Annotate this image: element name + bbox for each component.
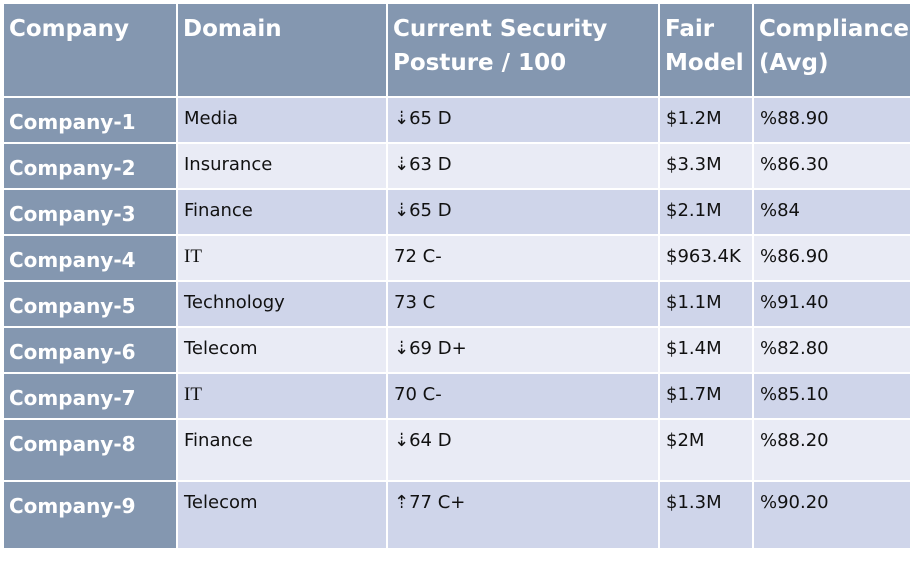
- header-compliance: Compliance (Avg): [754, 4, 910, 96]
- posture-cell: ⇡77 C+: [388, 482, 658, 548]
- company-name: Company-7: [4, 374, 176, 418]
- fair-model-cell: $963.4K: [660, 236, 752, 280]
- compliance-cell: %82.80: [754, 328, 910, 372]
- compliance-cell: %85.10: [754, 374, 910, 418]
- posture-cell: ⇣65 D: [388, 98, 658, 142]
- table-row: Company-4 IT 72 C- $963.4K %86.90: [4, 236, 910, 280]
- domain-cell: Finance: [178, 190, 386, 234]
- header-security-posture: Current Security Posture / 100: [388, 4, 658, 96]
- fair-model-cell: $3.3M: [660, 144, 752, 188]
- compliance-cell: %86.90: [754, 236, 910, 280]
- company-name: Company-5: [4, 282, 176, 326]
- fair-model-cell: $1.1M: [660, 282, 752, 326]
- company-name: Company-8: [4, 420, 176, 480]
- table-row: Company-9 Telecom ⇡77 C+ $1.3M %90.20: [4, 482, 910, 548]
- company-name: Company-3: [4, 190, 176, 234]
- company-name: Company-2: [4, 144, 176, 188]
- compliance-cell: %88.20: [754, 420, 910, 480]
- posture-cell: 73 C: [388, 282, 658, 326]
- posture-cell: ⇣65 D: [388, 190, 658, 234]
- fair-model-cell: $1.7M: [660, 374, 752, 418]
- domain-cell: Media: [178, 98, 386, 142]
- domain-cell: Telecom: [178, 328, 386, 372]
- header-fair-model: Fair Model: [660, 4, 752, 96]
- posture-cell: ⇣69 D+: [388, 328, 658, 372]
- fair-model-cell: $1.4M: [660, 328, 752, 372]
- domain-cell: IT: [178, 236, 386, 280]
- compliance-cell: %84: [754, 190, 910, 234]
- header-row: Company Domain Current Security Posture …: [4, 4, 910, 96]
- domain-cell: Insurance: [178, 144, 386, 188]
- fair-model-cell: $2M: [660, 420, 752, 480]
- posture-cell: 70 C-: [388, 374, 658, 418]
- table-row: Company-8 Finance ⇣64 D $2M %88.20: [4, 420, 910, 480]
- posture-cell: ⇣64 D: [388, 420, 658, 480]
- domain-cell: Finance: [178, 420, 386, 480]
- table-row: Company-7 IT 70 C- $1.7M %85.10: [4, 374, 910, 418]
- compliance-cell: %86.30: [754, 144, 910, 188]
- fair-model-cell: $1.3M: [660, 482, 752, 548]
- header-domain: Domain: [178, 4, 386, 96]
- domain-cell: Technology: [178, 282, 386, 326]
- compliance-cell: %90.20: [754, 482, 910, 548]
- security-posture-table: Company Domain Current Security Posture …: [2, 2, 912, 550]
- fair-model-cell: $1.2M: [660, 98, 752, 142]
- fair-model-cell: $2.1M: [660, 190, 752, 234]
- company-name: Company-6: [4, 328, 176, 372]
- domain-cell: IT: [178, 374, 386, 418]
- company-name: Company-1: [4, 98, 176, 142]
- table-row: Company-1 Media ⇣65 D $1.2M %88.90: [4, 98, 910, 142]
- compliance-cell: %91.40: [754, 282, 910, 326]
- header-company: Company: [4, 4, 176, 96]
- table-row: Company-2 Insurance ⇣63 D $3.3M %86.30: [4, 144, 910, 188]
- domain-cell: Telecom: [178, 482, 386, 548]
- company-name: Company-4: [4, 236, 176, 280]
- table-row: Company-6 Telecom ⇣69 D+ $1.4M %82.80: [4, 328, 910, 372]
- posture-cell: 72 C-: [388, 236, 658, 280]
- table-row: Company-3 Finance ⇣65 D $2.1M %84: [4, 190, 910, 234]
- posture-cell: ⇣63 D: [388, 144, 658, 188]
- company-name: Company-9: [4, 482, 176, 548]
- compliance-cell: %88.90: [754, 98, 910, 142]
- table-row: Company-5 Technology 73 C $1.1M %91.40: [4, 282, 910, 326]
